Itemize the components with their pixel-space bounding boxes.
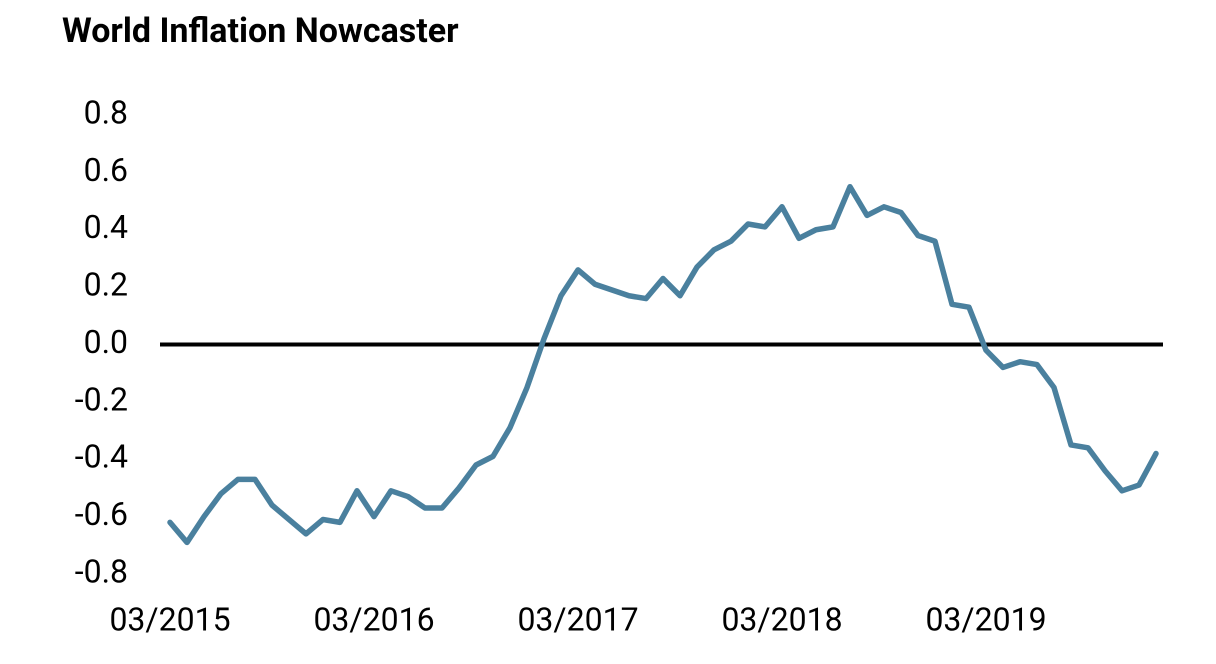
chart-title: World Inflation Nowcaster (62, 11, 459, 51)
y-tick-label: 0.8 (84, 93, 128, 131)
x-tick-label: 03/2019 (925, 600, 1046, 638)
y-tick-label: -0.2 (75, 380, 128, 418)
y-tick-label: -0.8 (75, 552, 128, 590)
y-tick-label: -0.6 (75, 495, 128, 533)
data-line (167, 183, 1159, 546)
y-tick-label: 0.2 (84, 266, 128, 304)
y-tick-label: -0.4 (75, 438, 128, 476)
x-tick-label: 03/2018 (721, 600, 842, 638)
y-tick-label: 0.6 (84, 151, 128, 189)
y-tick-label: 0.0 (84, 323, 128, 361)
x-tick-label: 03/2016 (313, 600, 434, 638)
x-tick-label: 03/2015 (109, 600, 230, 638)
x-tick-label: 03/2017 (517, 600, 638, 638)
y-tick-label: 0.4 (84, 208, 128, 246)
